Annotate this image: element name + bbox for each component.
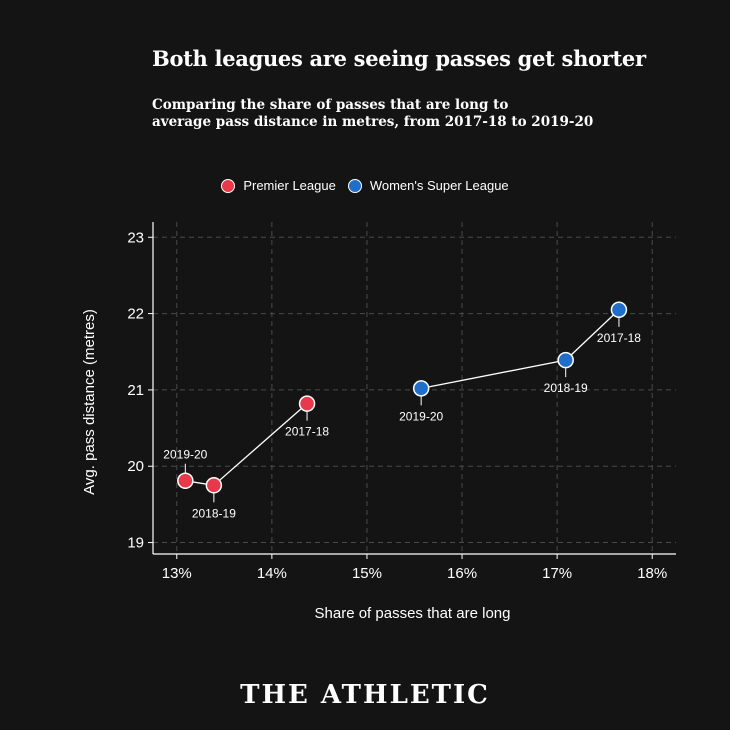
- y-tick-label: 19: [127, 535, 144, 552]
- subtitle-line-1: Comparing the share of passes that are l…: [152, 97, 509, 113]
- data-point: [298, 395, 316, 412]
- legend-marker-womens-super-league: [347, 178, 362, 193]
- x-tick-label: 14%: [257, 565, 287, 582]
- y-tick-label: 21: [127, 382, 144, 399]
- data-point: [177, 472, 194, 489]
- x-tick-label: 16%: [447, 565, 477, 582]
- x-tick-label: 15%: [352, 565, 382, 582]
- subtitle-line-2: average pass distance in metres, from 20…: [152, 114, 594, 130]
- data-point: [412, 380, 430, 397]
- legend-marker-premier-league: [221, 178, 236, 193]
- chart-subtitle: Comparing the share of passes that are l…: [152, 97, 594, 131]
- series-connector-line: [421, 359, 566, 390]
- legend-label-premier-league: Premier League: [243, 178, 336, 193]
- point-label: 2019-20: [399, 409, 443, 423]
- legend-item-premier-league: Premier League: [221, 178, 336, 193]
- data-point: [610, 301, 628, 319]
- series-connector-line: [565, 309, 620, 361]
- point-label: 2017-18: [597, 331, 641, 345]
- y-tick-label: 22: [127, 306, 144, 323]
- point-label: 2017-18: [285, 425, 329, 439]
- series-connector-line: [213, 403, 308, 486]
- legend: Premier League Women's Super League: [0, 178, 730, 193]
- point-label: 2019-20: [163, 448, 207, 462]
- brand-logo: THE ATHLETIC: [240, 680, 490, 710]
- x-tick-label: 17%: [542, 565, 572, 582]
- point-label: 2018-19: [192, 506, 236, 520]
- point-label: 2018-19: [544, 381, 588, 395]
- x-axis-label: Share of passes that are long: [315, 605, 511, 622]
- y-tick-label: 23: [127, 229, 144, 246]
- x-tick-label: 13%: [162, 565, 192, 582]
- legend-item-womens-super-league: Women's Super League: [347, 178, 509, 193]
- y-tick-label: 20: [127, 458, 144, 475]
- x-tick-label: 18%: [637, 565, 667, 582]
- legend-label-womens-super-league: Women's Super League: [369, 178, 509, 193]
- data-point: [557, 351, 574, 369]
- chart-title: Both leagues are seeing passes get short…: [152, 46, 646, 71]
- data-point: [205, 477, 223, 494]
- y-axis-label: Avg. pass distance (metres): [81, 309, 98, 495]
